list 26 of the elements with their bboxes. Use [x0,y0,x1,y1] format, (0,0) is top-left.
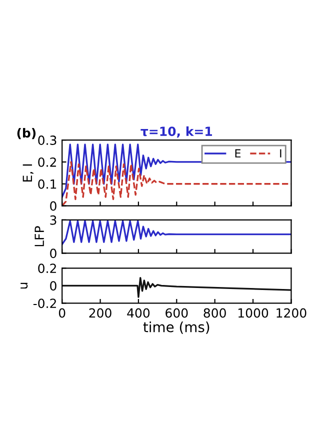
x-tick-label: 1200 [276,308,306,318]
y-tick-label: 0 [50,201,56,211]
legend-label: I [280,149,282,158]
y-tick-label: -0.2 [33,298,56,308]
y-axis-title: E, I [22,164,34,182]
line-series [62,144,292,198]
y-tick-label: 0.1 [38,179,56,189]
legend-label: E [235,149,241,158]
x-tick-label: 1000 [238,308,268,318]
line-series [62,276,292,298]
x-tick-label: 0 [58,308,66,318]
y-tick-label: 0.2 [38,157,56,167]
chart-title: τ=10, k=1 [140,126,212,138]
y-tick-label: 0 [50,248,56,258]
x-tick-label: 800 [204,308,226,318]
y-tick-label: 0 [50,281,56,291]
y-axis-title: LFP [34,226,44,246]
x-axis-title: time (ms) [143,322,210,334]
x-tick-label: 200 [89,308,112,318]
y-tick-label: 0.3 [38,136,56,145]
x-tick-label: 400 [127,308,150,318]
y-axis-title: u [20,282,28,289]
y-tick-label: 3 [50,215,56,225]
x-tick-label: 600 [166,308,188,318]
y-tick-label: 0.2 [38,264,56,274]
text: (b) [17,128,36,140]
